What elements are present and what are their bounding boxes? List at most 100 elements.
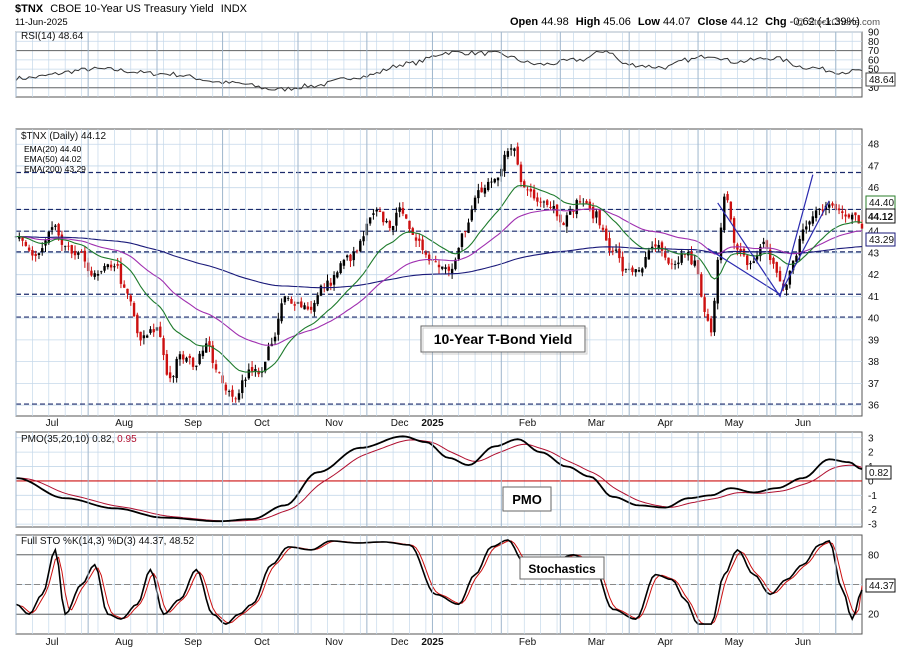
price-bar-body (860, 223, 864, 229)
price-bar-body (31, 250, 34, 256)
y-tick-label: -2 (868, 505, 877, 516)
price-bar-body (103, 265, 106, 271)
y-tick-label: 38 (868, 357, 880, 368)
price-bar-body (283, 296, 287, 303)
y-tick-label: 80 (868, 550, 880, 561)
price-bar-body (631, 267, 634, 273)
trendline-lower (707, 200, 830, 296)
price-bar-body (503, 154, 506, 172)
price-bar-body (250, 367, 254, 372)
price-bar-body (575, 200, 578, 215)
price-bar-body (73, 250, 77, 256)
price-bar-body (467, 222, 470, 233)
price-bar-body (670, 263, 674, 265)
price-bar-body (742, 248, 746, 256)
symbol-text: $TNX (15, 3, 44, 15)
price-bar-body (690, 251, 693, 265)
price-bar-body (260, 371, 264, 373)
y-tick-label: 70 (868, 46, 880, 57)
ema20-value-badge: 44.40 (865, 195, 896, 210)
price-bar-body (749, 263, 752, 265)
y-tick-label: 60 (868, 55, 880, 66)
change-value: -0.62 (-1.39%) (790, 16, 860, 28)
y-tick-label: 36 (868, 401, 880, 412)
price-bar-body (405, 214, 408, 219)
price-bar-body (286, 297, 290, 299)
price-bar-body (424, 252, 428, 255)
price-bar-body (700, 274, 703, 297)
price-bar-body (811, 216, 815, 224)
price-bar-body (660, 242, 664, 251)
price-bar-body (614, 249, 618, 251)
price-bar-body (375, 209, 378, 212)
y-tick-label: -3 (868, 520, 877, 531)
price-bar-body (352, 251, 355, 261)
price-bar-body (198, 353, 201, 364)
price-bar-body (703, 297, 706, 312)
price-bar-body (598, 210, 601, 226)
price-bar-body (709, 318, 713, 333)
x-tick-label: Oct (254, 637, 270, 648)
x-tick-label: Sep (184, 637, 202, 648)
svg-text:48.64: 48.64 (869, 75, 894, 86)
pmo-signal-value: 0.95 (117, 434, 137, 445)
price-bar-body (83, 250, 87, 262)
price-bar-body (470, 209, 473, 221)
price-bar-body (568, 210, 572, 215)
price-bar-body (716, 259, 719, 304)
price-bar-body (595, 211, 598, 218)
price-bar-body (680, 253, 683, 263)
price-bar-body (159, 326, 162, 337)
price-bar-body (139, 331, 142, 341)
chart-date: 11-Jun-2025 (15, 17, 68, 28)
exchange-name: INDX (221, 3, 248, 15)
price-bar-body (50, 227, 54, 230)
x-tick-label: Jul (46, 418, 59, 429)
price-bar-body (336, 272, 339, 278)
price-bar-body (536, 197, 539, 202)
price-bar-body (316, 295, 319, 305)
price-bar-body (96, 273, 100, 276)
price-bar-body (306, 306, 310, 310)
y-tick-label: 2 (868, 448, 874, 459)
x-tick-label: May (725, 418, 744, 429)
price-bar-body (290, 298, 293, 304)
price-bar-body (175, 358, 178, 379)
price-bar-body (37, 253, 41, 255)
y-tick-label: 40 (868, 314, 880, 325)
price-bar-body (378, 210, 382, 212)
y-tick-label: 30 (868, 83, 880, 94)
price-bar-body (418, 238, 421, 241)
y-tick-label: 37 (868, 379, 880, 390)
price-bar-body (385, 220, 388, 223)
chart-title: $TNX CBOE 10-Year US Treasury Yield INDX (15, 3, 248, 15)
price-panel: 48474645444342414039383736 (14, 128, 880, 417)
price-bar-body (506, 151, 510, 157)
price-bar-body (437, 264, 441, 268)
price-bar-body (24, 242, 28, 246)
x-tick-label: Mar (588, 418, 606, 429)
y-tick-label: 50 (868, 65, 880, 76)
svg-text:10-Year T-Bond Yield: 10-Year T-Bond Yield (434, 331, 573, 347)
x-tick-label: 2025 (421, 637, 444, 648)
price-bar-body (339, 263, 342, 274)
pmo-label: PMO(35,20,10) 0.82, 0.95 (21, 434, 137, 445)
x-tick-label: Oct (254, 418, 270, 429)
y-tick-label: 3 (868, 433, 874, 444)
price-bar-body (460, 233, 464, 247)
price-bar-body (106, 264, 110, 268)
y-tick-label: 43 (868, 248, 880, 259)
price-bar-body (90, 270, 93, 276)
price-bar-body (142, 335, 146, 339)
price-bar-body (529, 188, 533, 192)
price-bar-body (359, 240, 362, 252)
price-bar-body (850, 214, 854, 220)
y-tick-label: 80 (868, 37, 880, 48)
price-bar-body (313, 302, 316, 312)
x-tick-label: 2025 (421, 418, 444, 429)
y-tick-label: -1 (868, 491, 877, 502)
price-bar-body (227, 391, 231, 392)
price-bar-body (650, 246, 654, 249)
price-bar-body (391, 226, 395, 231)
